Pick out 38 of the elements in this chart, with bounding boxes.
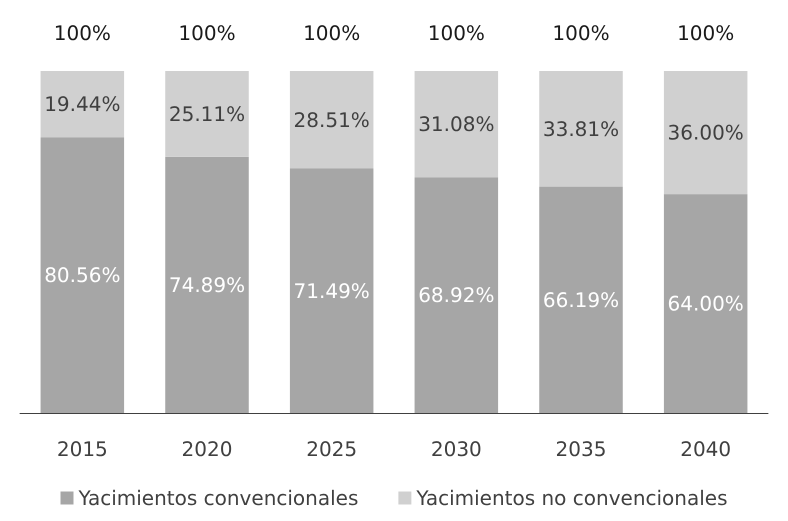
total-label: 100% [552, 21, 610, 45]
total-label: 100% [54, 21, 111, 45]
legend-label: Yacimientos no convencionales [415, 486, 728, 510]
data-label: 80.56% [44, 263, 120, 288]
total-label: 100% [677, 21, 734, 45]
bar [414, 71, 498, 178]
x-tick-label: 2035 [556, 437, 606, 461]
total-label: 100% [303, 21, 360, 45]
bar [414, 177, 498, 413]
bar [165, 156, 249, 413]
data-label: 74.89% [168, 272, 246, 297]
x-tick-label: 2015 [56, 437, 108, 461]
bar [539, 71, 623, 187]
bar [40, 71, 124, 138]
data-label: 31.08% [418, 112, 494, 136]
data-label: 66.19% [542, 288, 620, 312]
bar [40, 137, 124, 413]
bar [290, 71, 374, 169]
data-label: 25.11% [168, 102, 246, 126]
data-label: 33.81% [542, 116, 620, 141]
data-label: 36.00% [668, 120, 744, 145]
x-tick-label: 2020 [182, 437, 232, 461]
legend-label: Yacimientos convencionales [77, 486, 358, 510]
bar [539, 186, 623, 413]
x-tick-label: 2025 [306, 437, 358, 461]
total-label: 100% [428, 21, 485, 45]
data-label: 28.51% [294, 108, 370, 132]
data-label: 68.92% [418, 283, 494, 308]
data-label: 71.49% [294, 278, 370, 303]
bar [664, 194, 748, 413]
bar [290, 168, 374, 413]
bar [165, 71, 249, 157]
data-label: 19.44% [44, 92, 120, 116]
bar [664, 71, 748, 194]
x-tick-label: 2040 [680, 437, 732, 461]
data-label: 64.00% [668, 292, 744, 316]
x-tick-label: 2030 [430, 437, 482, 461]
total-label: 100% [178, 21, 236, 45]
